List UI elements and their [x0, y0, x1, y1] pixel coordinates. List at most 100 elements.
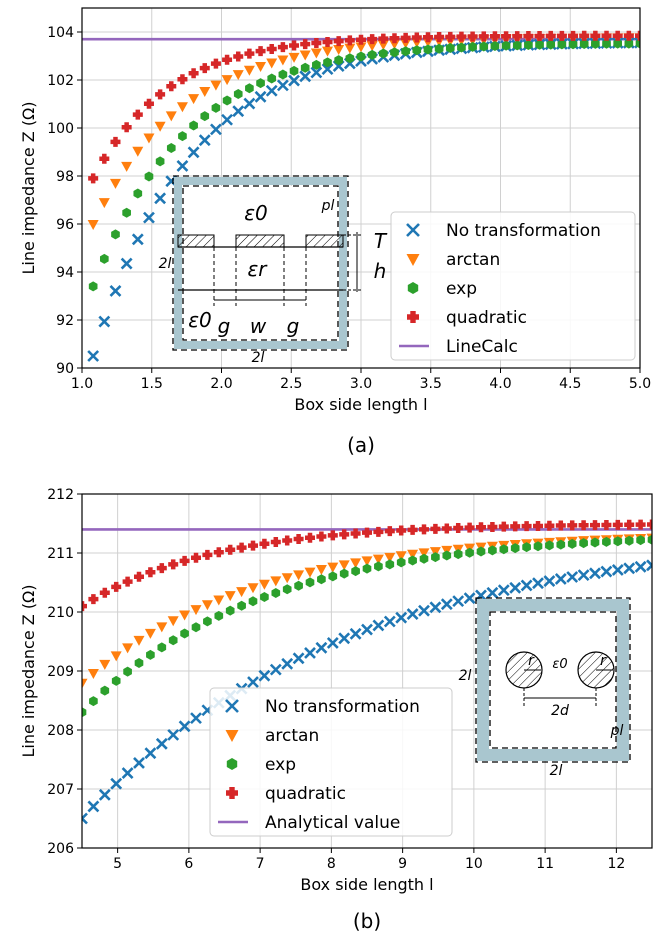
series-arctan [87, 33, 640, 230]
data-point-plus [464, 522, 475, 533]
data-point-hexagon [512, 40, 522, 51]
data-point-x [577, 569, 590, 582]
data-point-plus [156, 563, 167, 574]
data-point-triangle [366, 41, 378, 52]
x-tick-label: 5 [113, 856, 122, 872]
data-point-x [554, 573, 567, 585]
data-point-hexagon [545, 540, 554, 551]
data-point-triangle [377, 40, 389, 51]
data-point-hexagon [328, 571, 338, 582]
data-point-x [304, 647, 316, 659]
data-point-plus [389, 33, 400, 44]
x-tick-label: 6 [184, 856, 193, 872]
data-point-plus [407, 311, 419, 323]
data-point-hexagon [362, 563, 372, 574]
data-point-plus [647, 519, 652, 530]
data-point-triangle [422, 37, 434, 48]
inset-label: w [250, 314, 267, 338]
data-point-hexagon [133, 188, 143, 199]
data-point-x [288, 74, 300, 87]
data-point-x [463, 592, 476, 605]
data-point-x [121, 767, 134, 780]
data-point-x [243, 97, 256, 110]
data-point-x [406, 223, 420, 237]
data-point-x [383, 615, 396, 628]
data-point-hexagon [134, 658, 144, 669]
data-point-plus [623, 30, 634, 41]
data-point-plus [430, 523, 441, 534]
inset-two-wire-diagram: ε0 2d 2l 2l pl r r [459, 597, 631, 779]
data-point-hexagon [401, 46, 410, 57]
legend-label: exp [446, 279, 477, 299]
data-point-triangle [315, 565, 327, 576]
data-point-hexagon [546, 39, 556, 50]
data-point-hexagon [157, 642, 167, 653]
data-point-plus [453, 523, 464, 534]
data-point-x [155, 737, 168, 750]
data-point-hexagon [211, 102, 221, 113]
data-point-plus [236, 542, 247, 553]
data-point-x [429, 601, 442, 614]
pml-boundary [477, 599, 629, 761]
data-point-hexagon [476, 546, 486, 557]
data-point-hexagon [453, 549, 463, 560]
data-point-plus [487, 521, 498, 532]
data-point-plus [612, 519, 623, 530]
data-point-triangle [121, 161, 133, 172]
data-point-plus [213, 547, 224, 558]
inset-label: εr [247, 257, 268, 281]
data-point-plus [327, 530, 338, 541]
data-point-hexagon [312, 59, 321, 70]
x-tick-label: 10 [465, 856, 483, 872]
data-point-triangle [154, 121, 166, 132]
data-point-triangle [270, 576, 282, 587]
data-point-hexagon [579, 538, 588, 549]
data-point-hexagon [385, 559, 395, 570]
data-point-hexagon [200, 111, 210, 122]
data-point-plus [396, 525, 407, 536]
data-point-triangle [232, 70, 244, 81]
data-point-plus [179, 555, 190, 566]
data-point-triangle [344, 43, 356, 54]
data-point-plus [419, 524, 429, 535]
data-point-triangle [418, 548, 430, 559]
data-point-plus [356, 34, 366, 45]
data-point-x [82, 812, 88, 825]
data-point-plus [498, 521, 509, 532]
data-point-x [310, 66, 323, 79]
series-no-transformation [82, 559, 652, 825]
data-point-plus [177, 74, 188, 85]
data-point-plus [134, 571, 144, 582]
data-point-x [276, 79, 289, 92]
data-point-triangle [213, 595, 225, 606]
inset-label: 2l [459, 668, 472, 684]
data-point-plus [210, 58, 221, 69]
data-point-hexagon [408, 555, 417, 566]
data-point-plus [233, 51, 244, 62]
legend-label: No transformation [446, 221, 601, 241]
data-point-plus [110, 136, 121, 147]
data-point-triangle [338, 560, 350, 571]
data-point-x [87, 800, 100, 813]
data-point-x [475, 589, 487, 602]
data-point-plus [225, 544, 236, 555]
data-point-hexagon [445, 43, 455, 54]
data-point-x [509, 581, 522, 594]
data-point-x [98, 788, 111, 801]
data-point-hexagon [624, 535, 634, 546]
data-point-hexagon [351, 566, 360, 577]
data-point-plus [534, 30, 545, 41]
data-point-x [372, 619, 385, 632]
data-point-hexagon [602, 536, 611, 547]
legend-label: LineCalc [446, 337, 518, 357]
data-point-plus [373, 526, 384, 537]
data-point-plus [88, 173, 99, 184]
data-point-plus [478, 31, 489, 42]
data-point-triangle [224, 591, 236, 602]
data-point-plus [111, 581, 122, 592]
data-point-hexagon [602, 38, 611, 49]
data-point-plus [248, 540, 258, 551]
data-point-plus [624, 519, 635, 530]
data-point-plus [384, 526, 395, 537]
